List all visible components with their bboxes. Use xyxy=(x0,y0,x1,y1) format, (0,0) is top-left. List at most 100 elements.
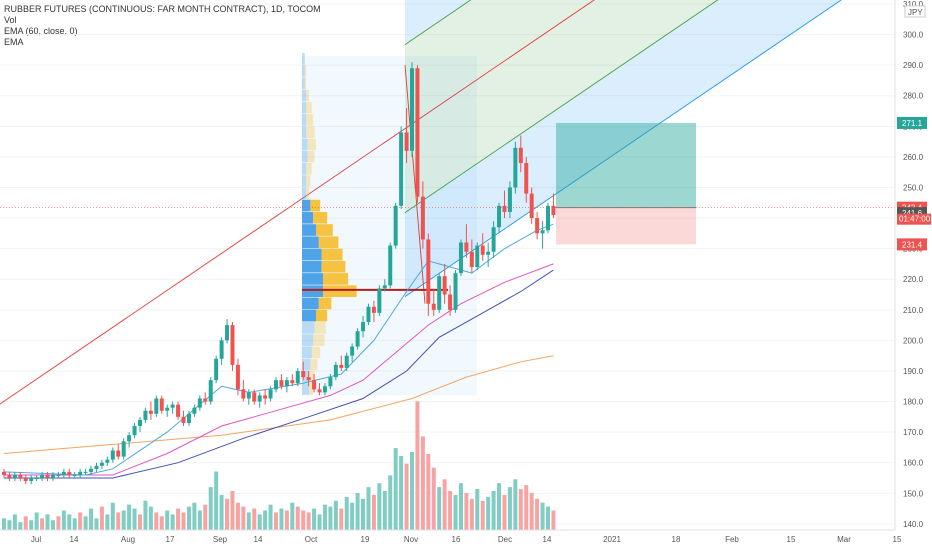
volume-bar xyxy=(252,508,257,530)
volume-profile-up xyxy=(302,334,314,346)
volume-bar xyxy=(317,514,322,530)
pitchfork-inner-lower xyxy=(404,0,719,213)
volume-bar xyxy=(284,510,289,530)
candle-body xyxy=(426,239,431,304)
price-tag xyxy=(897,116,927,129)
candle-body xyxy=(29,478,34,482)
x-tick-label: Dec xyxy=(498,535,512,544)
y-tick-label: 310.0 xyxy=(903,0,924,9)
candle-body xyxy=(306,377,311,381)
volume-bar xyxy=(230,491,235,530)
volume-bar xyxy=(410,452,414,530)
volume-bar xyxy=(469,498,474,530)
candle-body xyxy=(540,230,545,234)
volume-bar xyxy=(99,506,104,530)
x-tick-label: 2021 xyxy=(603,535,621,544)
volume-bar xyxy=(94,518,99,530)
candle-body xyxy=(442,276,447,295)
volume-profile-down xyxy=(323,285,357,297)
volume-profile-down xyxy=(306,114,314,126)
candle-body xyxy=(453,273,458,310)
volume-bar xyxy=(420,436,425,530)
candle-body xyxy=(132,426,137,436)
x-tick-label: 14 xyxy=(543,535,552,544)
volume-bar xyxy=(192,502,197,530)
candle-body xyxy=(502,205,507,212)
volume-profile-up xyxy=(302,52,305,65)
volume-bar xyxy=(235,502,240,530)
volume-profile-up xyxy=(302,297,319,310)
volume-bar xyxy=(279,508,284,530)
candle-body xyxy=(50,474,55,479)
volume-profile-up xyxy=(302,236,319,249)
volume-bar xyxy=(497,483,502,530)
volume-profile-up xyxy=(302,187,307,200)
candle-body xyxy=(317,389,322,393)
ema-mid-line xyxy=(4,263,554,476)
candle-body xyxy=(371,306,376,313)
volume-bar xyxy=(464,492,469,530)
volume-bar xyxy=(437,487,442,530)
volume-bar xyxy=(551,510,556,530)
volume-bar xyxy=(181,512,186,530)
candle-body xyxy=(333,364,338,378)
candle-body xyxy=(312,380,317,390)
volume-bar xyxy=(148,506,153,530)
volume-bar xyxy=(138,514,142,530)
x-tick-label: Mar xyxy=(837,535,851,544)
volume-bar xyxy=(355,492,360,530)
volume-bar xyxy=(295,506,300,530)
indicator-ema[interactable]: EMA xyxy=(4,37,24,47)
candle-body xyxy=(437,276,442,310)
volume-profile-down xyxy=(310,358,318,371)
candle-body xyxy=(121,441,126,457)
volume-bar xyxy=(143,500,148,530)
volume-bar xyxy=(29,520,34,530)
candle-body xyxy=(241,389,246,399)
candle-body xyxy=(546,205,550,231)
volume-bar xyxy=(121,510,126,530)
volume-bar xyxy=(546,506,550,530)
volume-bar xyxy=(45,514,50,530)
candle-body xyxy=(83,471,88,473)
volume-bar xyxy=(399,455,404,530)
volume-bar xyxy=(105,514,110,530)
volume-profile-down xyxy=(316,224,333,236)
volume-bar xyxy=(257,514,262,530)
volume-bar xyxy=(83,516,88,530)
indicator-vol[interactable]: Vol xyxy=(4,15,17,25)
volume-profile-up xyxy=(302,199,311,212)
candle-body xyxy=(72,474,77,476)
volume-profile-down xyxy=(306,101,312,114)
volume-profile-down xyxy=(304,77,307,90)
volume-bar xyxy=(225,498,230,530)
price-tag-label: 271.1 xyxy=(902,119,923,128)
candle-body xyxy=(45,474,50,479)
volume-bar xyxy=(61,510,66,530)
volume-bar xyxy=(110,502,115,530)
volume-bar xyxy=(50,520,55,530)
volume-profile-up xyxy=(302,224,316,236)
volume-profile-up xyxy=(302,175,307,187)
volume-bar xyxy=(72,518,77,530)
volume-profile-layer xyxy=(302,52,477,396)
candle-body xyxy=(7,474,12,479)
volume-bar xyxy=(524,485,529,530)
candle-body xyxy=(61,471,66,475)
volume-bar xyxy=(322,504,327,530)
volume-bar xyxy=(518,489,523,530)
chart-legend: RUBBER FUTURES (CONTINUOUS: FAR MONTH CO… xyxy=(4,4,321,48)
candle-body xyxy=(480,245,485,255)
candle-body xyxy=(475,245,480,267)
volume-bar xyxy=(486,496,491,530)
candle-body xyxy=(377,288,382,313)
pitchfork-handle xyxy=(404,65,426,304)
y-tick-label: 160.0 xyxy=(903,459,924,468)
volume-profile-up xyxy=(302,273,323,285)
indicator-ema-60[interactable]: EMA (60, close, 0) xyxy=(4,26,78,36)
y-tick-label: 170.0 xyxy=(903,428,924,437)
candle-body xyxy=(513,147,518,188)
volume-profile-up xyxy=(302,65,305,77)
volume-bar xyxy=(18,522,23,530)
